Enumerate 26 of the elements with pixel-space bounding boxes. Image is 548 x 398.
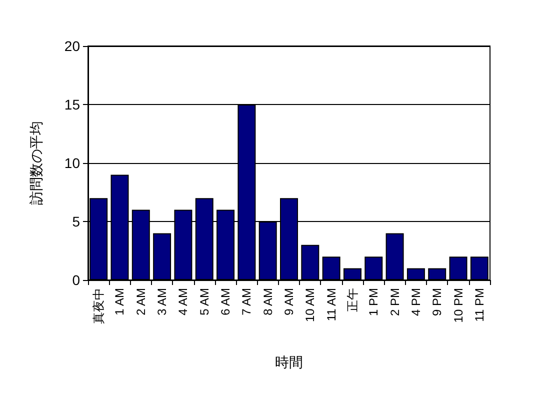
x-tick-label: 7 AM [240,288,254,316]
y-tick-label: 5 [72,214,80,230]
x-tick-label: 1 PM [366,288,381,316]
x-tick-label: 2 PM [388,288,402,316]
x-tick-label: 6 AM [218,288,233,316]
x-tick-label: 11 PM [472,288,486,322]
y-tick-label: 20 [64,38,80,54]
y-tick-label: 15 [64,96,80,112]
y-tick-label: 10 [64,155,80,171]
x-tick-label: 4 AM [176,288,190,316]
y-axis-title: 訪問数の平均 [28,121,44,205]
x-tick-label: 5 AM [197,288,212,316]
x-tick-label: 2 AM [134,288,148,316]
x-tick-label: 11 AM [324,288,338,322]
x-tick-label: 真夜中 [92,288,106,324]
x-tick-label: 1 AM [112,288,127,316]
x-tick-label: 3 AM [155,288,170,316]
x-axis-title: 時間 [275,354,303,370]
x-tick-label: 8 AM [260,288,275,316]
x-tick-label: 4 PM [408,288,423,316]
y-tick-label: 0 [72,272,80,288]
x-tick-label: 正午 [345,288,360,312]
x-tick-label: 9 AM [282,288,296,316]
x-tick-label: 9 PM [430,288,444,316]
x-tick-label: 10 PM [451,288,466,323]
x-tick-label: 10 AM [303,288,318,322]
